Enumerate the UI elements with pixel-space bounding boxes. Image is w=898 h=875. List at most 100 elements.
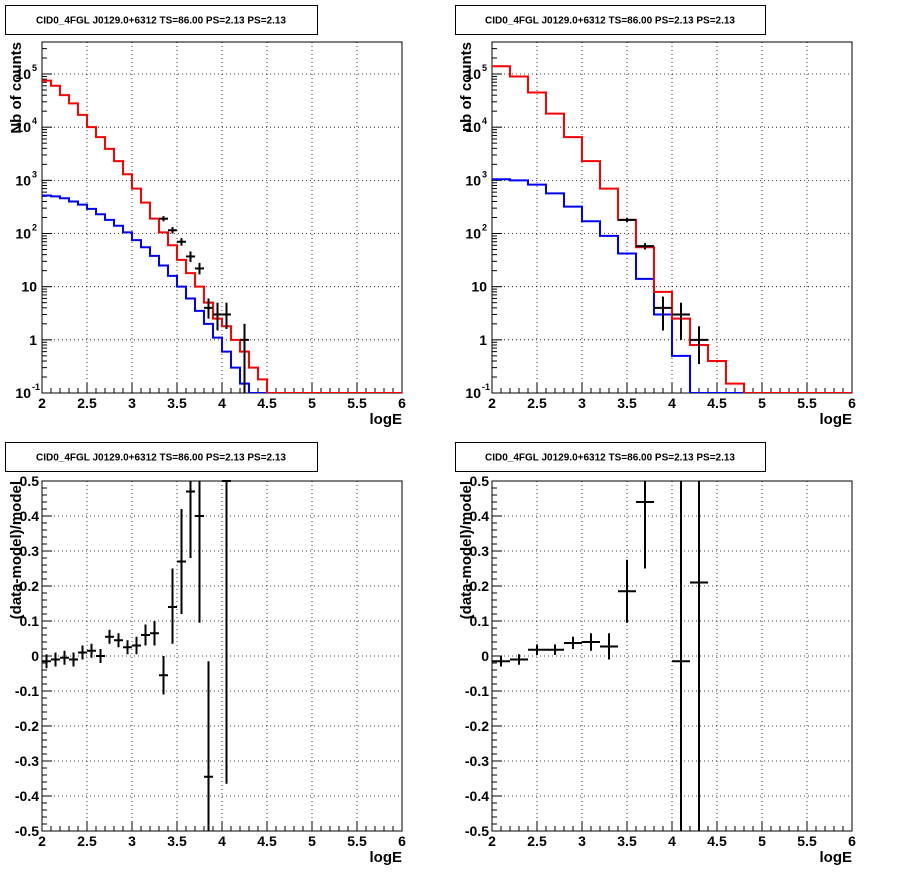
y-tick-label: -0.3 — [465, 753, 489, 769]
x-tick-label: 5.5 — [347, 395, 367, 411]
y-axis-ticks — [492, 480, 502, 832]
y-axis-ticks — [42, 480, 52, 832]
y-tick-label: 10 — [471, 279, 487, 295]
residual-point — [204, 661, 213, 831]
y-tick-label: 10 — [15, 226, 31, 242]
x-tick-label: 5 — [308, 395, 316, 411]
residual-point — [690, 481, 708, 831]
grid — [42, 42, 402, 393]
y-tick-label: -0.2 — [465, 718, 489, 734]
data-point — [159, 216, 168, 222]
y-tick-label: 0.5 — [20, 473, 40, 489]
y-tick-label: 10 — [21, 279, 37, 295]
x-tick-label: 2 — [488, 833, 496, 849]
y-tick-exponent: 2 — [482, 223, 487, 233]
background-model-histogram — [42, 194, 402, 393]
data-point — [240, 323, 249, 393]
residual-point — [582, 633, 600, 651]
y-tick-label: 1 — [479, 332, 487, 348]
y-tick-label: 10 — [465, 119, 481, 135]
x-tick-label: 5 — [758, 833, 766, 849]
y-tick-exponent: 5 — [482, 63, 487, 73]
y-tick-label: 0.3 — [470, 543, 490, 559]
residual-point — [114, 633, 123, 648]
background-model-histogram — [492, 178, 852, 393]
x-axis-title: logE — [820, 849, 853, 866]
y-tick-label: 0.3 — [20, 543, 40, 559]
x-tick-label: 3.5 — [617, 395, 637, 411]
data-point — [177, 238, 186, 246]
y-tick-exponent: -1 — [32, 382, 40, 392]
y-tick-label: 10 — [465, 385, 481, 401]
y-tick-label: -0.5 — [15, 823, 39, 839]
residual-point — [123, 640, 132, 655]
x-tick-label: 6 — [398, 833, 406, 849]
residual-point — [177, 509, 186, 614]
y-tick-exponent: 4 — [32, 116, 37, 126]
chart-panel-3: CID0_4FGL J0129.0+6312 TS=86.00 PS=2.13 … — [5, 442, 406, 866]
x-tick-label: 2 — [38, 833, 46, 849]
y-tick-exponent: 3 — [32, 169, 37, 179]
chart-title: CID0_4FGL J0129.0+6312 TS=86.00 PS=2.13 … — [485, 453, 735, 464]
y-tick-label: -0.4 — [15, 788, 39, 804]
residual-point — [78, 645, 87, 660]
residual-point — [546, 644, 564, 655]
chart-panel-2: CID0_4FGL J0129.0+6312 TS=86.00 PS=2.13 … — [455, 5, 856, 428]
y-tick-label: 10 — [465, 66, 481, 82]
data-layer — [42, 79, 402, 393]
y-axis-title: (data-model)/model — [8, 481, 25, 619]
y-tick-label: 0 — [31, 648, 39, 664]
data-point — [618, 217, 636, 222]
residual-point — [159, 656, 168, 695]
data-point — [213, 302, 222, 331]
data-point — [195, 262, 204, 275]
x-tick-label: 4.5 — [257, 395, 277, 411]
chart-panel-1: CID0_4FGL J0129.0+6312 TS=86.00 PS=2.13 … — [5, 5, 406, 428]
y-tick-label: -0.5 — [465, 823, 489, 839]
residual-point — [87, 643, 96, 658]
y-tick-label: -0.3 — [15, 753, 39, 769]
y-tick-label: 0.2 — [470, 578, 490, 594]
x-tick-label: 3.5 — [167, 395, 187, 411]
residual-point — [564, 636, 582, 649]
chart-title-box — [455, 442, 766, 472]
residual-point — [222, 480, 231, 784]
chart-panel-4: CID0_4FGL J0129.0+6312 TS=86.00 PS=2.13 … — [455, 442, 856, 866]
residual-point — [528, 644, 546, 655]
residual-point — [195, 481, 204, 623]
y-tick-label: -0.1 — [465, 683, 489, 699]
x-tick-label: 5 — [758, 395, 766, 411]
y-tick-exponent: -1 — [482, 382, 490, 392]
data-point — [186, 251, 195, 263]
x-tick-label: 6 — [848, 833, 856, 849]
chart-title-box — [455, 5, 766, 35]
residual-point — [636, 481, 654, 569]
residual-point — [168, 568, 177, 644]
data-layer — [492, 481, 708, 831]
x-tick-label: 3 — [128, 395, 136, 411]
x-tick-label: 5.5 — [797, 395, 817, 411]
chart-title-box — [5, 442, 318, 472]
chart-title: CID0_4FGL J0129.0+6312 TS=86.00 PS=2.13 … — [36, 16, 286, 27]
residual-point — [141, 624, 150, 646]
y-tick-label: -0.4 — [465, 788, 489, 804]
x-axis-title: logE — [370, 849, 403, 866]
x-tick-label: 3.5 — [167, 833, 187, 849]
y-tick-label: 0 — [481, 648, 489, 664]
y-axis-title: nb of counts — [458, 42, 475, 132]
residual-point — [60, 650, 69, 665]
data-point — [222, 302, 231, 329]
x-tick-label: 5 — [308, 833, 316, 849]
y-tick-label: 1 — [29, 332, 37, 348]
x-tick-label: 4.5 — [707, 833, 727, 849]
data-layer — [42, 480, 231, 831]
residual-point — [672, 481, 690, 831]
x-tick-label: 4.5 — [707, 395, 727, 411]
residual-point — [42, 654, 51, 669]
x-tick-label: 2.5 — [77, 833, 97, 849]
y-tick-exponent: 4 — [482, 116, 487, 126]
y-tick-label: 0.1 — [470, 613, 490, 629]
y-tick-label: 10 — [15, 119, 31, 135]
x-axis-ticks — [491, 821, 853, 831]
x-tick-label: 3 — [578, 395, 586, 411]
